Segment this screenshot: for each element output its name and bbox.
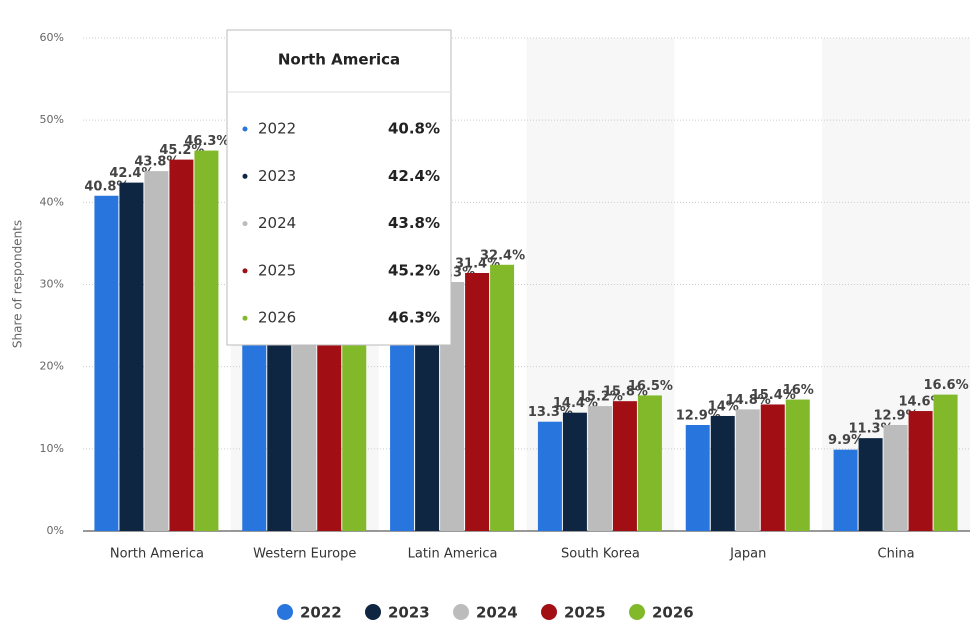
data-label: 32.4% bbox=[480, 248, 525, 263]
data-label: 43.8% bbox=[134, 155, 179, 170]
y-tick-label: 30% bbox=[40, 278, 64, 291]
data-label: 16% bbox=[783, 383, 814, 398]
y-tick-label: 20% bbox=[40, 360, 64, 373]
bar bbox=[537, 421, 562, 531]
tooltip-year: 2026 bbox=[258, 309, 296, 327]
data-label: 15.8% bbox=[603, 385, 648, 400]
y-tick-label: 60% bbox=[40, 31, 64, 44]
y-tick-label: 40% bbox=[40, 195, 64, 208]
data-label: 14.4% bbox=[553, 396, 598, 411]
bar bbox=[710, 415, 735, 531]
bar bbox=[908, 411, 933, 531]
bar bbox=[119, 182, 144, 531]
data-label: 12.9% bbox=[676, 409, 721, 424]
legend-label: 2026 bbox=[652, 604, 694, 621]
bar bbox=[735, 409, 760, 531]
tooltip-value: 40.8% bbox=[388, 120, 440, 138]
data-label: 14.6% bbox=[899, 395, 944, 410]
tooltip-year: 2022 bbox=[258, 120, 296, 138]
legend-label: 2024 bbox=[476, 604, 518, 621]
data-label: 13.3% bbox=[528, 405, 573, 420]
x-tick-label: Japan bbox=[729, 547, 766, 562]
tooltip-value: 42.4% bbox=[388, 167, 440, 185]
tooltip-marker bbox=[242, 173, 248, 179]
bar bbox=[144, 171, 169, 532]
data-label: 14.8% bbox=[726, 393, 771, 408]
x-tick-label: Western Europe bbox=[253, 547, 356, 562]
bar bbox=[933, 394, 958, 531]
bar bbox=[169, 159, 194, 531]
legend: 2022 2023 2024 2025 2026 bbox=[277, 604, 694, 621]
data-label: 45.2% bbox=[159, 143, 204, 158]
legend-marker bbox=[453, 604, 469, 620]
x-tick-label: Latin America bbox=[408, 547, 498, 562]
x-tick-label: North America bbox=[110, 547, 204, 562]
bar bbox=[685, 425, 710, 531]
data-label: 15.2% bbox=[578, 390, 623, 405]
x-tick-label: South Korea bbox=[561, 547, 640, 562]
bar bbox=[94, 195, 119, 531]
y-tick-label: 50% bbox=[40, 113, 64, 126]
tooltip-value: 46.3% bbox=[388, 309, 440, 327]
tooltip: North America 2022 40.8% 2023 42.4% 2024 43.8… bbox=[226, 29, 452, 346]
legend-marker bbox=[365, 604, 381, 620]
legend-label: 2025 bbox=[564, 604, 606, 621]
data-label: 14% bbox=[708, 399, 739, 414]
y-axis-label: Share of respondents bbox=[11, 220, 25, 348]
bar bbox=[587, 406, 612, 531]
tooltip-year: 2023 bbox=[258, 167, 296, 185]
tooltip-box bbox=[226, 29, 452, 346]
data-label: 15.4% bbox=[751, 388, 796, 403]
data-label: 16.5% bbox=[628, 379, 673, 394]
tooltip-marker bbox=[242, 221, 248, 227]
bar bbox=[833, 449, 858, 531]
tooltip-marker bbox=[242, 268, 248, 274]
tooltip-value: 45.2% bbox=[388, 261, 440, 279]
bar bbox=[760, 404, 785, 531]
bar bbox=[390, 309, 415, 531]
data-label: 16.6% bbox=[924, 378, 969, 393]
tooltip-marker bbox=[242, 126, 248, 132]
bar bbox=[562, 412, 587, 531]
y-tick-label: 0% bbox=[47, 524, 64, 537]
tooltip-title: North America bbox=[278, 51, 400, 69]
data-label: 11.3% bbox=[849, 422, 894, 437]
bar bbox=[858, 438, 883, 531]
bar bbox=[194, 150, 219, 531]
legend-marker bbox=[541, 604, 557, 620]
legend-marker bbox=[629, 604, 645, 620]
bar bbox=[490, 264, 515, 531]
data-label: 46.3% bbox=[184, 134, 229, 149]
data-label: 9.9% bbox=[828, 433, 864, 448]
legend-marker bbox=[277, 604, 293, 620]
tooltip-year: 2024 bbox=[258, 214, 296, 232]
data-label: 42.4% bbox=[109, 166, 154, 181]
bar bbox=[465, 272, 490, 531]
legend-label: 2022 bbox=[300, 604, 342, 621]
bar bbox=[883, 425, 908, 531]
legend-label: 2023 bbox=[388, 604, 430, 621]
bar bbox=[785, 399, 810, 531]
tooltip-value: 43.8% bbox=[388, 214, 440, 232]
data-label: 40.8% bbox=[84, 179, 129, 194]
tooltip-marker bbox=[242, 315, 248, 321]
tooltip-year: 2025 bbox=[258, 261, 296, 279]
y-tick-label: 10% bbox=[40, 442, 64, 455]
x-tick-label: China bbox=[878, 547, 915, 562]
bar bbox=[612, 401, 637, 531]
data-label: 31.4% bbox=[455, 256, 500, 271]
bar bbox=[242, 317, 267, 531]
data-label: 12.9% bbox=[874, 409, 919, 424]
bar bbox=[637, 395, 662, 531]
